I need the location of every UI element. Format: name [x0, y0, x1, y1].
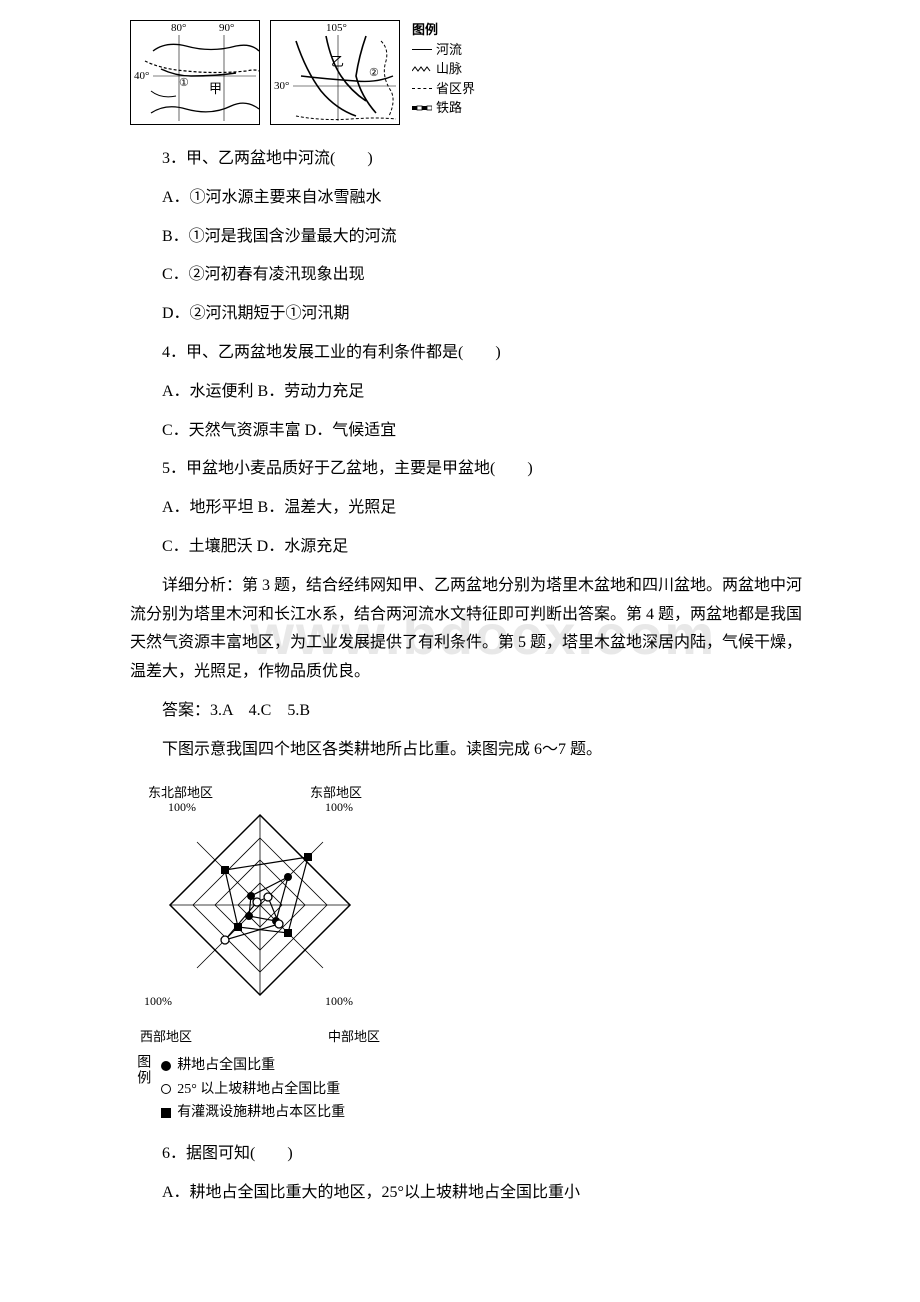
map-legend: 图例 河流 山脉 省区界 铁路: [412, 20, 475, 118]
axis-c-label-2: 中部地区: [328, 1025, 380, 1048]
legend-river-icon: [412, 49, 432, 50]
legend-filled-circle-icon: [161, 1061, 171, 1071]
q6-opt-a: A．耕地占全国比重大的地区，25°以上坡耕地占全国比重小: [130, 1179, 810, 1208]
axis-c-pct: 100%: [325, 994, 353, 1008]
q5-stem: 5．甲盆地小麦品质好于乙盆地，主要是甲盆地( ): [130, 455, 810, 484]
radar-legend: 图例 耕地占全国比重 25° 以上坡耕地占全国比重 有灌溉设施耕地占本区比重: [130, 1054, 810, 1125]
lon-105: 105°: [326, 22, 347, 34]
radar-chart: 东北部地区 100% 东部地区 100% 100% 100% 西部地区 中部地区: [130, 775, 810, 1049]
legend-item-3: 有灌溉设施耕地占本区比重: [177, 1101, 345, 1125]
q5-opt-ab: A．地形平坦 B．温差大，光照足: [130, 494, 810, 523]
q3-stem: 3．甲、乙两盆地中河流( ): [130, 145, 810, 174]
axis-e-pct: 100%: [325, 800, 353, 814]
axis-ne-pct: 100%: [168, 800, 196, 814]
legend-mountain: 山脉: [436, 59, 462, 79]
q5-opt-cd: C．土壤肥沃 D．水源充足: [130, 533, 810, 562]
region-jia-label: 甲: [209, 81, 222, 96]
map-jia: 80° 90° 40° ① 甲: [130, 20, 260, 125]
legend-rail: 铁路: [436, 98, 462, 118]
axis-e-label: 东部地区: [310, 785, 362, 800]
axis-ne-label: 东北部地区: [148, 785, 213, 800]
q4-stem: 4．甲、乙两盆地发展工业的有利条件都是( ): [130, 339, 810, 368]
legend-border-icon: [412, 88, 432, 89]
lon-90: 90°: [219, 22, 234, 34]
answers-text: 答案：3.A 4.C 5.B: [130, 697, 810, 726]
axis-w-pct: 100%: [144, 994, 172, 1008]
analysis-text: 详细分析：第 3 题，结合经纬网知甲、乙两盆地分别为塔里木盆地和四川盆地。两盆地…: [130, 572, 810, 687]
legend-item-1: 耕地占全国比重: [177, 1054, 275, 1078]
legend-river: 河流: [436, 40, 462, 60]
lon-80: 80°: [171, 22, 186, 34]
river-1-label: ①: [179, 77, 189, 89]
axis-w-label: 西部地区: [140, 1025, 192, 1048]
region-yi-label: 乙: [331, 54, 344, 69]
q6-stem: 6．据图可知( ): [130, 1140, 810, 1169]
legend-filled-square-icon: [161, 1108, 171, 1118]
q3-opt-d: D．②河汛期短于①河汛期: [130, 300, 810, 329]
q3-opt-a: A．①河水源主要来自冰雪融水: [130, 184, 810, 213]
intro-67: 下图示意我国四个地区各类耕地所占比重。读图完成 6～7 题。: [130, 736, 810, 765]
radar-legend-side: 图例: [130, 1054, 155, 1086]
figure-maps-row: 80° 90° 40° ① 甲 105° 30°: [130, 20, 810, 125]
q3-opt-c: C．②河初春有凌汛现象出现: [130, 261, 810, 290]
legend-open-circle-icon: [161, 1084, 171, 1094]
map-yi: 105° 30° 乙 ②: [270, 20, 400, 125]
legend-mountain-icon: [412, 65, 432, 73]
lat-40: 40°: [134, 70, 149, 82]
q3-opt-b: B．①河是我国含沙量最大的河流: [130, 223, 810, 252]
lat-30: 30°: [274, 80, 289, 92]
legend-rail-icon: [412, 105, 432, 111]
legend-border: 省区界: [436, 79, 475, 99]
q4-opt-cd: C．天然气资源丰富 D．气候适宜: [130, 417, 810, 446]
q4-opt-ab: A．水运便利 B．劳动力充足: [130, 378, 810, 407]
legend-title: 图例: [412, 20, 475, 40]
legend-item-2: 25° 以上坡耕地占全国比重: [177, 1078, 340, 1102]
river-2-label: ②: [369, 67, 379, 79]
